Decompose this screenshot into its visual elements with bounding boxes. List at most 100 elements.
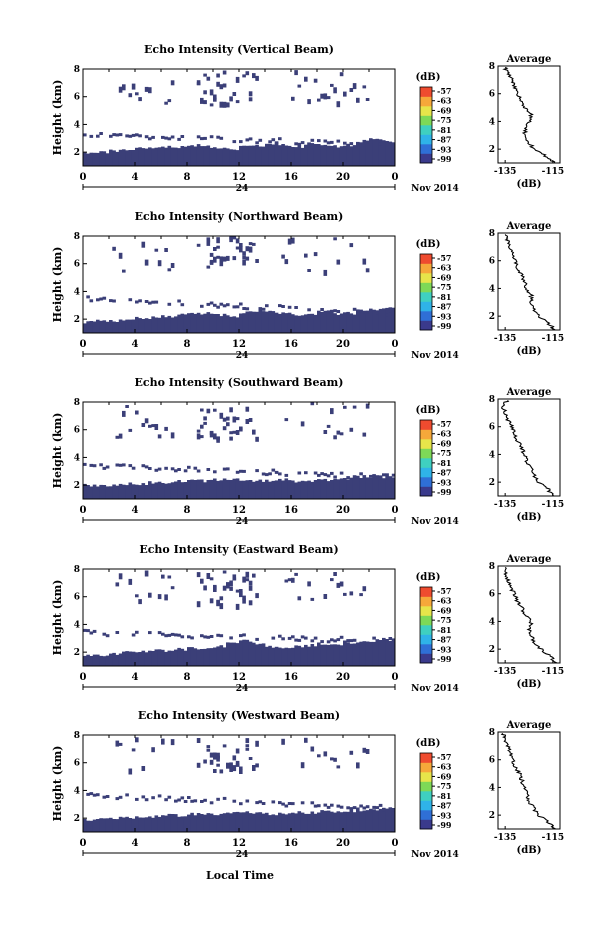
colorbar-segment bbox=[420, 644, 432, 654]
boundary-layer-cell bbox=[248, 480, 253, 499]
boundary-layer-cell bbox=[252, 311, 256, 333]
echo-cell bbox=[203, 73, 207, 77]
scatter-layer-cell bbox=[89, 631, 94, 635]
average-y-tick-label: 6 bbox=[489, 257, 495, 267]
echo-cell bbox=[326, 96, 331, 100]
scatter-layer-cell bbox=[167, 302, 172, 306]
boundary-layer-cell bbox=[336, 811, 341, 832]
boundary-layer-cell bbox=[274, 312, 279, 333]
x-tick-label: 20 bbox=[336, 672, 350, 683]
boundary-layer-cell bbox=[281, 144, 285, 166]
scatter-layer-cell bbox=[352, 806, 357, 810]
scatter-layer-cell bbox=[291, 635, 295, 639]
echo-cell bbox=[219, 596, 224, 601]
boundary-layer-cell bbox=[161, 649, 165, 666]
scatter-layer-cell bbox=[352, 307, 357, 311]
boundary-layer-cell bbox=[109, 653, 113, 666]
boundary-layer-cell bbox=[177, 647, 181, 666]
scatter-layer-cell bbox=[317, 139, 321, 143]
echo-cell bbox=[206, 748, 211, 752]
echo-cell bbox=[255, 259, 259, 263]
echo-cell bbox=[232, 755, 237, 761]
boundary-layer-cell bbox=[222, 313, 227, 333]
scatter-layer-cell bbox=[313, 804, 318, 808]
echo-cell bbox=[148, 87, 152, 94]
echo-cell bbox=[349, 88, 354, 92]
average-y-tick-label: 4 bbox=[489, 617, 495, 627]
boundary-layer-cell bbox=[115, 654, 120, 666]
boundary-layer-cell bbox=[102, 818, 107, 832]
boundary-layer-cell bbox=[141, 817, 146, 832]
y-tick-label: 2 bbox=[74, 481, 80, 491]
boundary-layer-cell bbox=[196, 479, 201, 499]
colorbar-segment bbox=[420, 625, 432, 635]
echo-cell bbox=[248, 246, 253, 253]
boundary-layer-cell bbox=[261, 643, 266, 666]
colorbar-segment bbox=[420, 615, 432, 626]
echo-cell bbox=[297, 84, 302, 88]
boundary-layer-cell bbox=[261, 481, 266, 499]
scatter-layer-cell bbox=[170, 632, 175, 636]
average-x-tick-label: -135 bbox=[494, 167, 517, 177]
colorbar-tick-label: -69 bbox=[437, 771, 452, 781]
echo-cell bbox=[135, 410, 139, 415]
x-tick-label: 0 bbox=[80, 672, 87, 683]
boundary-layer-cell bbox=[372, 641, 376, 666]
echo-cell bbox=[252, 573, 256, 578]
heatmap-cells bbox=[83, 236, 396, 333]
colorbar-segment bbox=[420, 653, 432, 664]
colorbar-segment bbox=[420, 311, 432, 321]
boundary-layer-cell bbox=[157, 317, 162, 333]
day-label: 24 bbox=[236, 684, 249, 694]
boundary-layer-cell bbox=[200, 479, 204, 499]
scatter-layer-cell bbox=[336, 310, 341, 313]
boundary-layer-cell bbox=[320, 810, 324, 832]
echo-cell bbox=[219, 769, 224, 774]
boundary-layer-cell bbox=[148, 650, 152, 666]
colorbar-tick-label: -87 bbox=[437, 635, 451, 645]
boundary-layer-cell bbox=[92, 819, 97, 832]
scatter-layer-cell bbox=[281, 802, 285, 806]
scatter-layer-cell bbox=[125, 793, 129, 797]
echo-cell bbox=[255, 593, 259, 599]
scatter-layer-cell bbox=[339, 471, 344, 475]
echo-cell bbox=[141, 766, 146, 771]
colorbar-tick-label: -87 bbox=[437, 801, 451, 811]
y-tick-label: 4 bbox=[74, 287, 80, 297]
colorbar-segment bbox=[420, 282, 432, 293]
boundary-layer-cell bbox=[105, 818, 110, 832]
boundary-layer-cell bbox=[352, 145, 357, 166]
colorbar-tick-label: -63 bbox=[437, 96, 452, 106]
echo-cell bbox=[365, 403, 370, 409]
boundary-layer-cell bbox=[261, 146, 266, 166]
echo-cell bbox=[222, 570, 227, 574]
boundary-layer-cell bbox=[196, 649, 201, 666]
echo-cell bbox=[336, 765, 341, 769]
boundary-layer-cell bbox=[203, 814, 207, 832]
echo-cell bbox=[317, 98, 321, 102]
scatter-layer-cell bbox=[193, 466, 198, 470]
colorbar-tick-label: -81 bbox=[437, 625, 451, 635]
scatter-layer-cell bbox=[310, 801, 315, 805]
boundary-layer-cell bbox=[252, 481, 256, 499]
scatter-layer-cell bbox=[255, 637, 259, 641]
colorbar-segment bbox=[420, 439, 432, 449]
echo-cell bbox=[209, 598, 214, 604]
boundary-layer-cell bbox=[177, 314, 181, 333]
colorbar-segment bbox=[420, 115, 432, 126]
boundary-layer-cell bbox=[213, 478, 217, 499]
local-time-label: Local Time bbox=[206, 869, 274, 882]
boundary-layer-cell bbox=[174, 481, 178, 499]
echo-cell bbox=[213, 97, 217, 102]
boundary-layer-cell bbox=[200, 649, 204, 666]
boundary-layer-cell bbox=[203, 313, 207, 333]
echo-cell bbox=[339, 72, 344, 77]
echo-cell bbox=[115, 435, 120, 439]
scatter-layer-cell bbox=[294, 142, 298, 146]
echo-cell bbox=[222, 744, 227, 748]
boundary-layer-cell bbox=[232, 316, 237, 333]
echo-cell bbox=[209, 252, 214, 257]
boundary-layer-cell bbox=[226, 812, 230, 832]
echo-cell bbox=[235, 760, 240, 767]
colorbar-tick-label: -93 bbox=[437, 311, 452, 321]
